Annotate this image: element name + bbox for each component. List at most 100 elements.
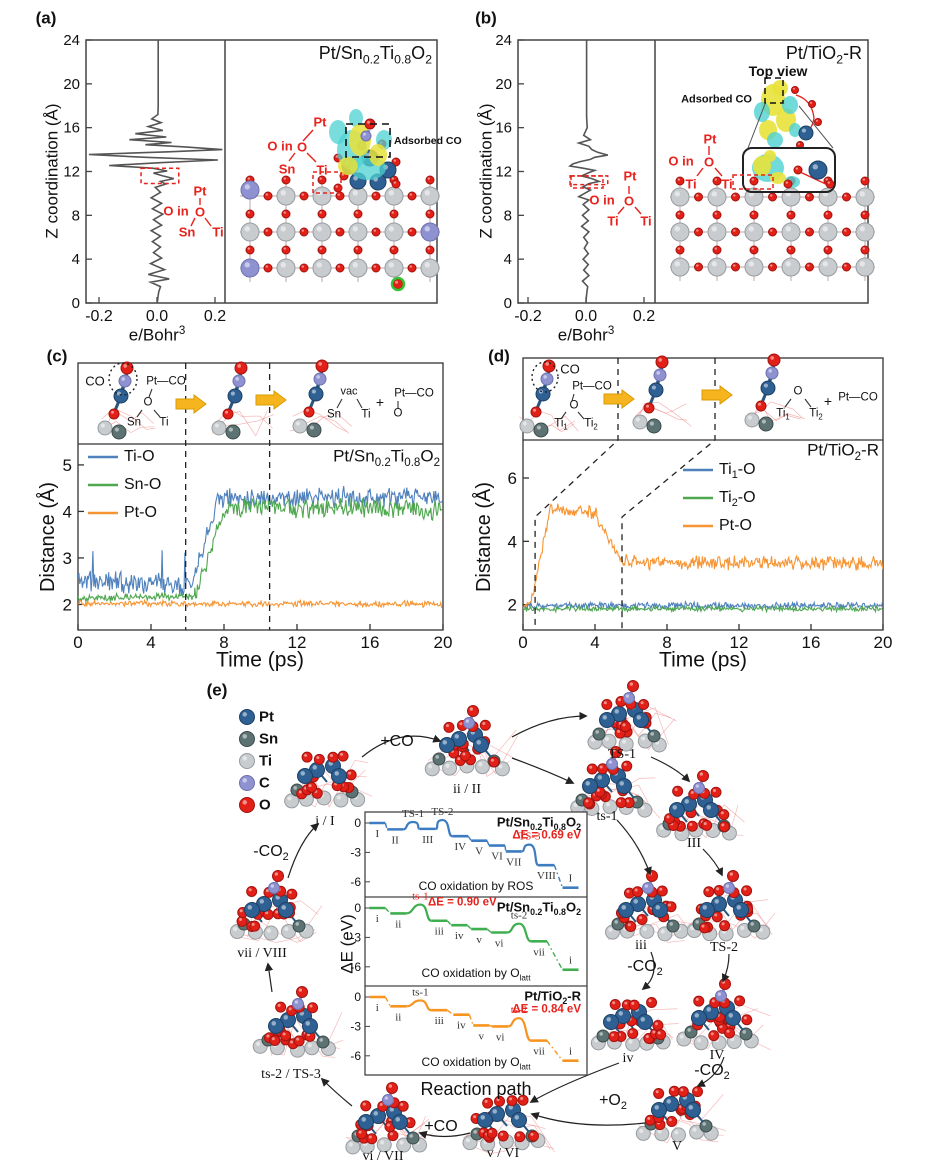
edge-plus-co-top: +CO <box>380 733 414 750</box>
panel-c-legend-sn-o: Sn-O <box>124 476 162 493</box>
panel-b-annot-ti1: Ti <box>607 213 619 229</box>
svg-text:0: 0 <box>354 901 361 915</box>
panel-b-annot2-o: O <box>703 154 715 170</box>
panel-b-annot2-oin: O in <box>668 153 694 169</box>
svg-text:vii: vii <box>533 946 545 958</box>
energy-p3-caption: CO oxidation by Olatt <box>421 1055 531 1072</box>
svg-text:3: 3 <box>63 549 72 568</box>
svg-text:ts-1: ts-1 <box>412 986 429 998</box>
panel-c-inset-ptco2: Pt—CO <box>394 387 434 400</box>
svg-text:III: III <box>422 834 433 846</box>
panel-c-xlabel: Time (ps) <box>216 648 304 672</box>
svg-text:iv: iv <box>457 1020 466 1032</box>
energy-p1-barrier: ΔE = 0.69 eV <box>512 829 581 842</box>
svg-text:II: II <box>391 834 399 846</box>
panel-a-annot-o: O <box>194 204 206 220</box>
panel-a-annot2-oin: O in <box>267 138 293 154</box>
panel-d-label: (d) <box>488 346 510 366</box>
svg-text:12: 12 <box>495 164 512 181</box>
svg-text:8: 8 <box>72 207 80 224</box>
panel-a-annot2-ti: Ti <box>316 162 328 178</box>
panel-d-inset-o1: O <box>569 399 579 412</box>
panel-e-legend-pt: Pt <box>259 708 274 726</box>
node-TS-1: TS-1 <box>608 747 636 762</box>
panel-a-ylabel: Z coordination (Å) <box>42 103 62 239</box>
node-vii-VIII: vii / VIII <box>237 946 287 961</box>
svg-text:2: 2 <box>63 595 72 614</box>
svg-text:8: 8 <box>504 207 512 224</box>
panel-a-annot2-pt: Pt <box>313 114 327 130</box>
svg-text:ts-2: ts-2 <box>511 910 528 922</box>
svg-text:IV: IV <box>454 841 466 853</box>
svg-text:0: 0 <box>72 295 80 312</box>
panel-c-inset-vac: vac <box>340 385 358 398</box>
panel-e-legend-ti: Ti <box>259 752 273 770</box>
svg-text:-3: -3 <box>350 1019 361 1033</box>
panel-d-inset-ti2b: Ti2 <box>809 407 823 422</box>
svg-text:TS-1: TS-1 <box>402 808 424 820</box>
energy-p2-barrier: ΔE = 0.90 eV <box>428 896 497 909</box>
svg-text:-6: -6 <box>350 875 361 889</box>
svg-text:-6: -6 <box>350 960 361 974</box>
panel-b-top-view-label: Top view <box>748 63 808 79</box>
panel-a-annot-oin: O in <box>163 203 189 219</box>
svg-text:6: 6 <box>508 469 517 488</box>
svg-text:24: 24 <box>495 32 512 49</box>
svg-text:2: 2 <box>508 596 517 615</box>
panel-b-annot-oin: O in <box>589 192 615 208</box>
panel-a-annot-ti: Ti <box>212 224 224 240</box>
svg-text:ts-2: ts-2 <box>511 1004 528 1016</box>
energy-inset-ylabel: ΔE (eV) <box>337 914 357 974</box>
panel-c-inset-sn2: Sn <box>326 408 342 421</box>
svg-text:i: i <box>376 1002 379 1014</box>
panel-c-inset-o1: O <box>143 396 153 409</box>
svg-text:8: 8 <box>662 633 671 652</box>
svg-text:0.0: 0.0 <box>146 308 168 325</box>
svg-text:8: 8 <box>219 633 228 652</box>
svg-text:4: 4 <box>590 633 599 652</box>
panel-d-inset-o2: O <box>793 385 803 398</box>
panel-b-title: Pt/TiO2-R <box>785 43 862 67</box>
energy-p1-caption: CO oxidation by ROS <box>418 879 534 893</box>
svg-text:4: 4 <box>146 633 155 652</box>
edge-minus-co2-mid: -CO2 <box>627 958 663 979</box>
panel-d-inset-ptco2: Pt—CO <box>838 391 878 404</box>
panel-c-label: (c) <box>46 346 68 366</box>
panel-c-inset-plus: + <box>375 394 385 410</box>
panel-d-inset-ptco1: Pt—CO <box>572 380 612 393</box>
node-TS-2: TS-2 <box>710 940 738 955</box>
svg-text:i: i <box>376 913 379 925</box>
svg-text:0: 0 <box>518 633 527 652</box>
panel-c-inset-co: CO <box>85 373 105 389</box>
panel-d-inset-ti1a: Ti1 <box>554 417 568 432</box>
energy-p1-title: Pt/Sn0.2Ti0.8O2 <box>496 814 581 833</box>
svg-text:0: 0 <box>354 990 361 1004</box>
panel-b-annot2-ti2: Ti <box>721 176 733 192</box>
node-ii-II: ii / II <box>453 782 481 797</box>
panel-b-annot-ti2: Ti <box>640 213 652 229</box>
svg-text:20: 20 <box>874 633 893 652</box>
panel-d-inset-ti2a: Ti2 <box>584 417 598 432</box>
svg-text:0.0: 0.0 <box>575 308 597 325</box>
svg-text:16: 16 <box>361 633 380 652</box>
panel-b-annot-o: O <box>623 193 635 209</box>
svg-text:V: V <box>475 846 483 858</box>
panel-d-ylabel: Distance (Å) <box>473 481 495 593</box>
svg-text:iv: iv <box>455 930 464 942</box>
panel-c-legend-pt-o: Pt-O <box>124 504 157 521</box>
svg-text:ii: ii <box>395 918 401 930</box>
panel-b-adsorbed-co-label: Adsorbed CO <box>681 93 752 106</box>
panel-a-label: (a) <box>35 8 57 28</box>
panel-b-ylabel: Z coordination (Å) <box>476 103 496 239</box>
node-v-VI: v / VI <box>486 1146 520 1161</box>
svg-text:-0.2: -0.2 <box>85 308 113 325</box>
svg-text:0.2: 0.2 <box>204 308 226 325</box>
panel-d-xlabel: Time (ps) <box>659 648 747 672</box>
svg-text:4: 4 <box>72 251 80 268</box>
svg-text:ii: ii <box>395 1011 401 1023</box>
panel-d-inset-plus: + <box>823 393 833 409</box>
panel-d-legend-pt-o: Pt-O <box>719 517 752 534</box>
panel-c-title: Pt/Sn0.2Ti0.8O2 <box>333 446 440 469</box>
svg-text:TS-3: TS-3 <box>519 831 542 843</box>
node-V: V <box>671 1139 683 1154</box>
